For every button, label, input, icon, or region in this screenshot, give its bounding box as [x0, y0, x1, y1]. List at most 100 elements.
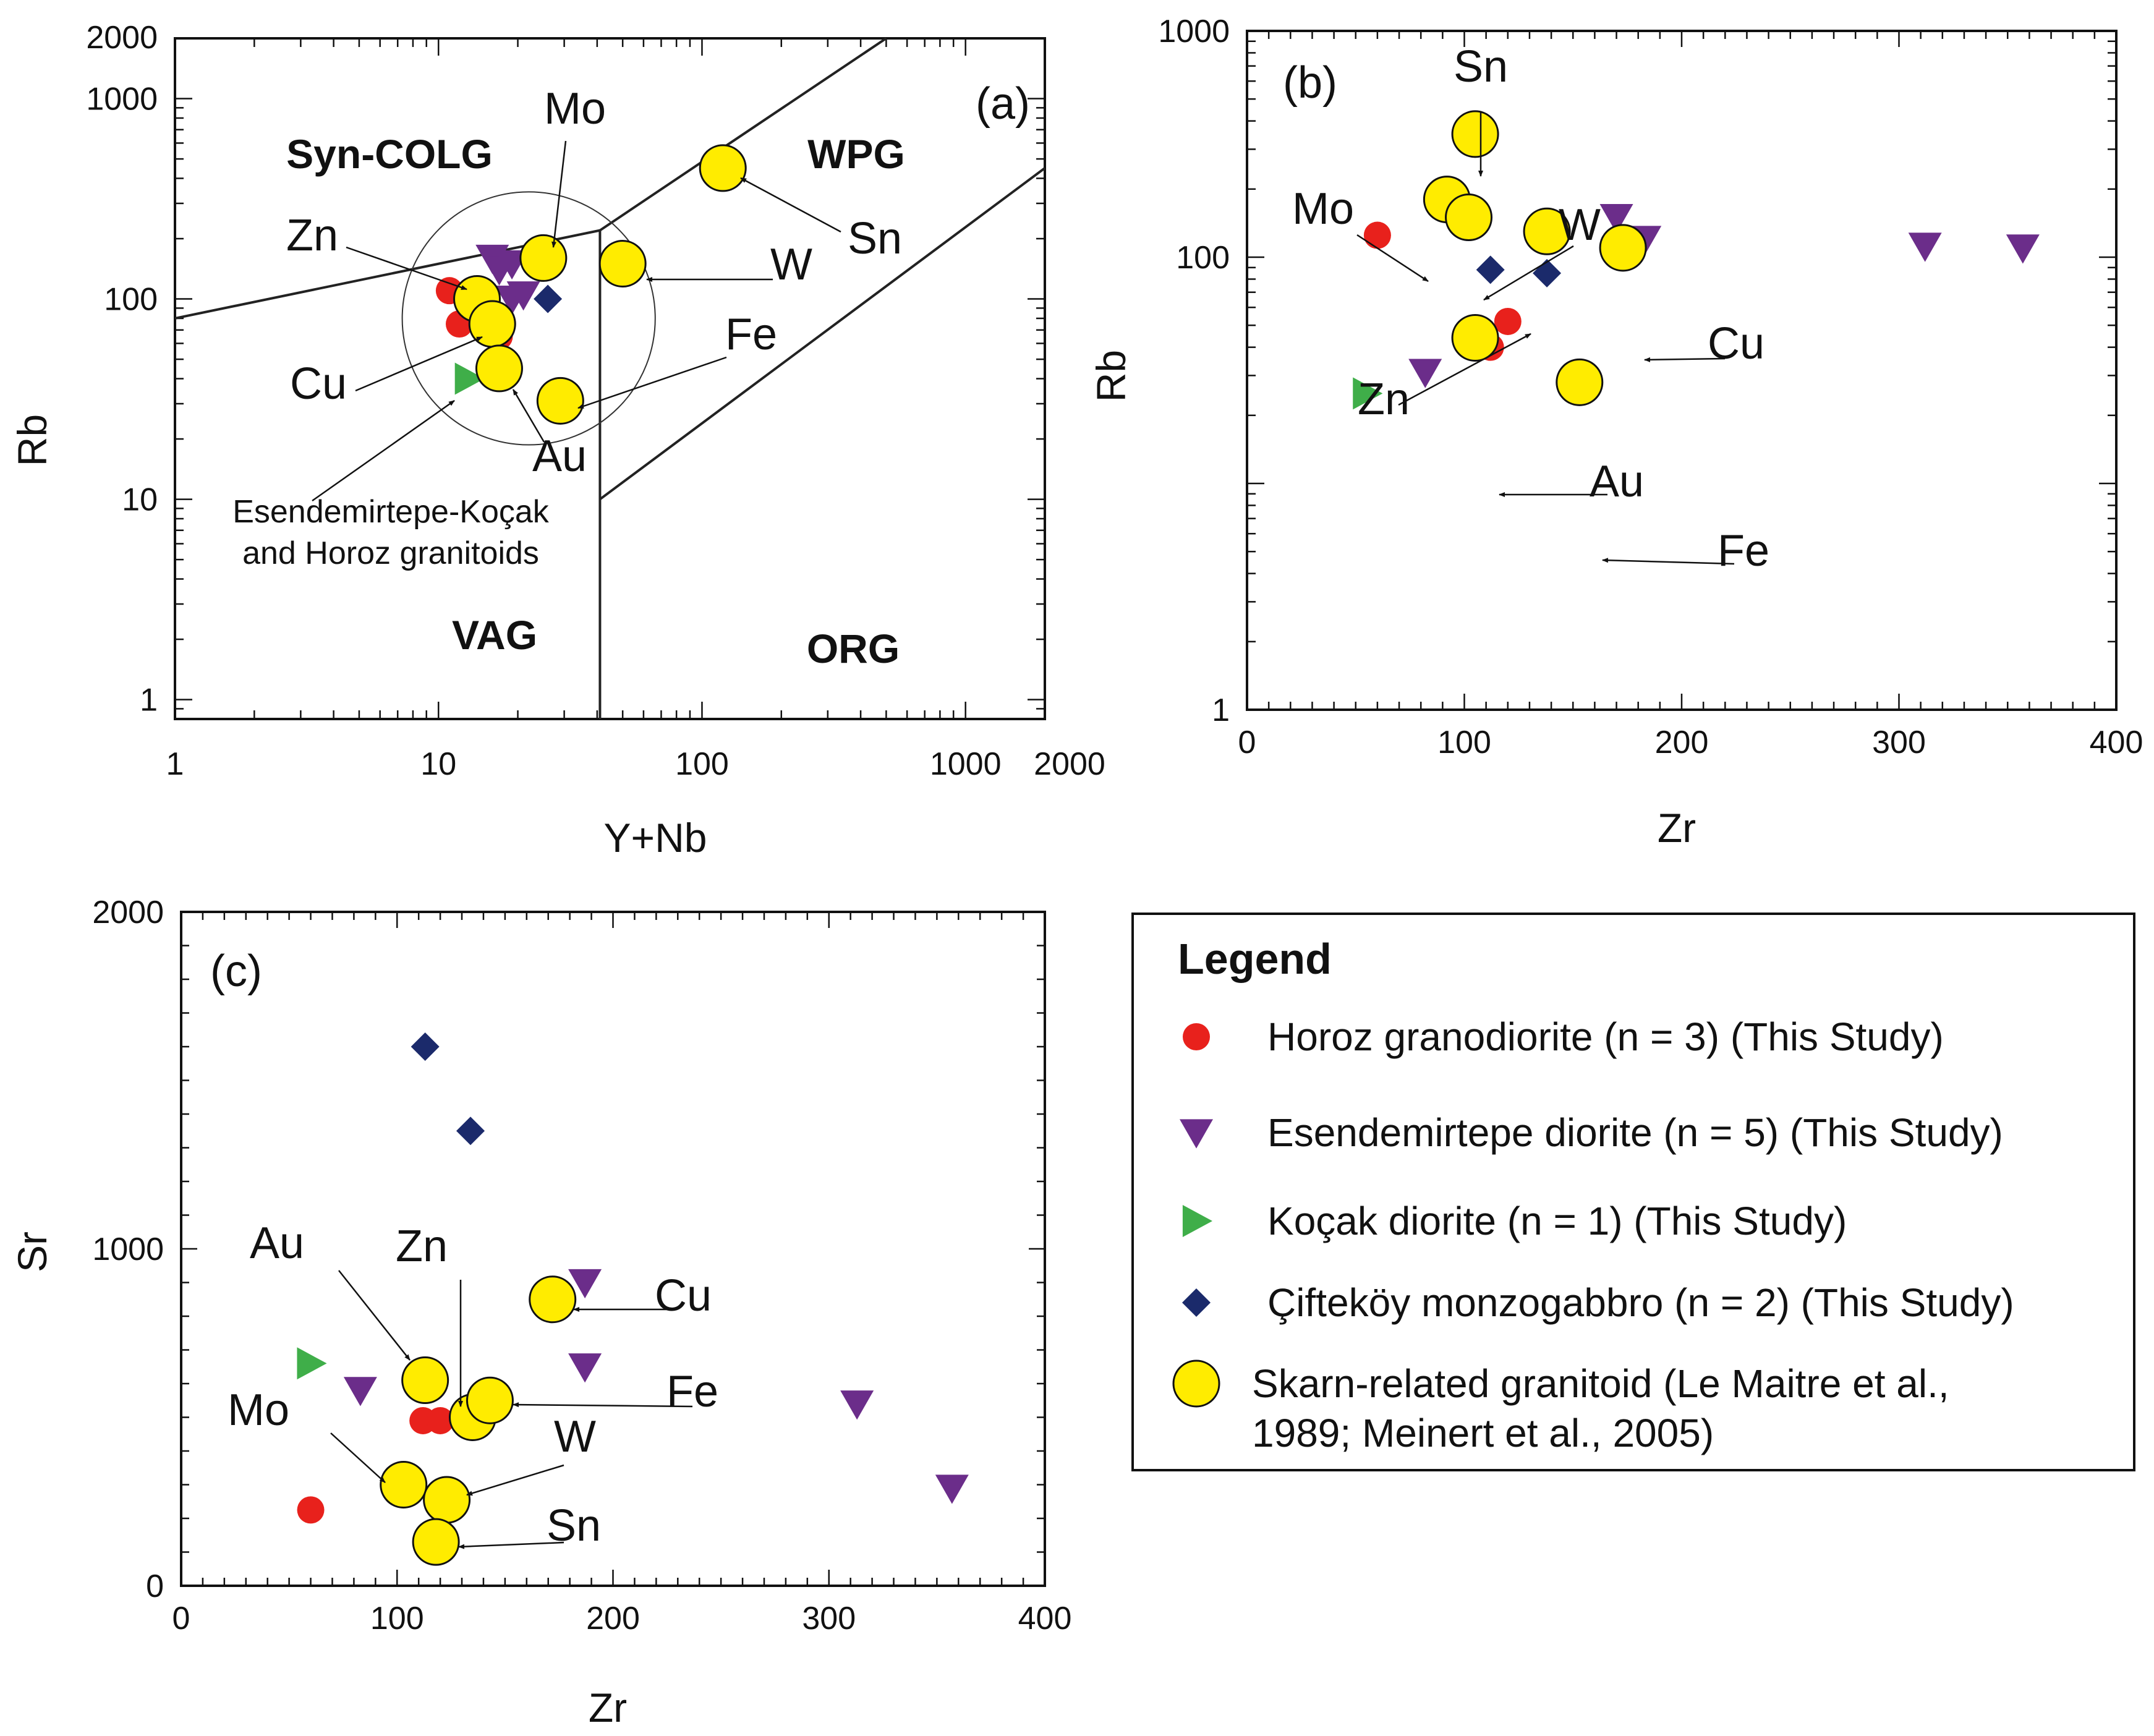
point-skarn	[1523, 207, 1571, 255]
x-tick-label: 1	[166, 746, 184, 782]
point-skarn	[598, 240, 647, 288]
point-horoz	[427, 1406, 454, 1434]
legend-marker-esendemirtepe	[1180, 1119, 1213, 1149]
annotation-arrow	[1644, 357, 1726, 362]
annotation-label-fe: Fe	[1718, 526, 1769, 576]
y-tick-label: 1	[1212, 692, 1230, 728]
point-esendemirtepe	[2006, 234, 2040, 264]
panel-label: (b)	[1283, 58, 1337, 108]
point-esendemirtepe	[568, 1269, 602, 1299]
point-ciftekoy	[534, 284, 563, 313]
x-axis-title: Zr	[1658, 805, 1696, 851]
point-kocak	[297, 1347, 327, 1380]
y-tick-label: 1	[140, 683, 158, 718]
field-label: Syn-COLG	[286, 131, 493, 177]
point-skarn	[529, 1275, 577, 1324]
x-tick-label: 100	[675, 746, 729, 782]
annotation-arrow	[330, 1432, 386, 1483]
field-label: ORG	[807, 626, 900, 671]
annotation-arrow	[1483, 245, 1574, 301]
y-axis-title: Sr	[9, 1232, 55, 1272]
annotation-label-w: W	[554, 1412, 596, 1462]
annotation-label-mo: Mo	[544, 84, 606, 134]
point-skarn	[380, 1461, 428, 1508]
point-skarn	[1451, 110, 1499, 158]
point-esendemirtepe	[506, 281, 540, 311]
annotation-label-cu: Cu	[1708, 319, 1764, 368]
group-circle	[401, 191, 656, 446]
point-skarn	[401, 1356, 449, 1405]
annotation-label-zn: Zn	[1358, 375, 1410, 424]
point-skarn	[1556, 358, 1604, 406]
legend-label: Çifteköy monzogabbro (n = 2) (This Study…	[1267, 1280, 2014, 1325]
field-label: WPG	[807, 131, 905, 177]
legend: Legend Horoz granodiorite (n = 3) (This S…	[1131, 913, 2135, 1471]
point-skarn	[1451, 313, 1499, 362]
annotation-arrow	[513, 1402, 693, 1408]
annotation-arrow	[458, 1541, 564, 1549]
point-skarn	[519, 234, 568, 282]
annotation-label-mo: Mo	[1292, 184, 1354, 234]
annotation-label-au: Au	[532, 432, 587, 481]
y-tick-label: 2000	[92, 895, 164, 930]
legend-item-ciftekoy: Çifteköy monzogabbro (n = 2) (This Study…	[1182, 1280, 2014, 1325]
point-ciftekoy	[1533, 258, 1562, 287]
y-tick-label: 2000	[86, 20, 158, 56]
x-tick-label: 0	[1238, 725, 1256, 760]
legend-item-skarn: Skarn-related granitoid (Le Maitre et al…	[1172, 1359, 1949, 1455]
point-esendemirtepe	[1408, 359, 1442, 388]
point-skarn	[1599, 224, 1647, 272]
y-tick-label: 0	[146, 1568, 164, 1604]
legend-label-line1: Skarn-related granitoid (Le Maitre et al…	[1252, 1361, 1949, 1406]
x-axis-title: Zr	[589, 1685, 627, 1730]
legend-label: Koçak diorite (n = 1) (This Study)	[1267, 1199, 1847, 1243]
annotation-arrow	[355, 336, 483, 392]
legend-item-kocak: Koçak diorite (n = 1) (This Study)	[1182, 1199, 1847, 1243]
legend-item-horoz: Horoz granodiorite (n = 3) (This Study)	[1183, 1015, 1944, 1059]
x-tick-label: 1000	[930, 746, 1002, 782]
annotation-arrow	[740, 177, 841, 233]
annotation-label-cu: Cu	[655, 1271, 712, 1321]
annotation-label-sn: Sn	[547, 1501, 601, 1551]
group-note-line2: and Horoz granitoids	[242, 535, 539, 571]
annotation-label-sn: Sn	[848, 214, 902, 263]
x-tick-label: 100	[1437, 725, 1491, 760]
x-tick-label: 200	[586, 1601, 640, 1636]
annotation-arrow	[1602, 558, 1735, 565]
annotation-label-mo: Mo	[228, 1385, 289, 1435]
point-ciftekoy	[411, 1032, 440, 1061]
x-tick-label: 400	[2090, 725, 2143, 760]
annotation-label-au: Au	[250, 1219, 304, 1268]
y-axis-title: Rb	[9, 414, 55, 466]
annotation-label-sn: Sn	[1454, 42, 1508, 91]
y-tick-label: 1000	[1158, 14, 1230, 49]
point-ciftekoy	[456, 1117, 485, 1146]
x-axis-title: Y+Nb	[604, 815, 707, 861]
plot-frame	[180, 911, 1046, 1587]
legend-label: Esendemirtepe diorite (n = 5) (This Stud…	[1267, 1110, 2003, 1155]
legend-item-esendemirtepe: Esendemirtepe diorite (n = 5) (This Stud…	[1180, 1110, 2003, 1155]
annotation-arrow	[346, 246, 467, 291]
panel-label: (a)	[976, 79, 1030, 129]
point-esendemirtepe	[1908, 232, 1942, 262]
annotation-label-zn: Zn	[286, 211, 338, 260]
axis-ticks	[174, 37, 1046, 720]
y-tick-label: 100	[104, 282, 158, 318]
legend-label-line2: 1989; Meinert et al., 2005)	[1252, 1411, 1714, 1455]
y-tick-label: 1000	[92, 1232, 164, 1267]
annotation-arrow	[512, 389, 545, 443]
point-esendemirtepe	[1599, 203, 1633, 234]
legend-box	[1131, 913, 2135, 1471]
legend-marker-horoz	[1183, 1023, 1210, 1050]
annotation-arrow	[1356, 234, 1429, 283]
x-tick-label: 400	[1018, 1601, 1072, 1636]
axis-ticks	[1246, 30, 2118, 711]
point-skarn	[699, 144, 747, 192]
point-skarn	[423, 1476, 471, 1524]
chart-panel-c: 0 100 200 300 400 0 1000 2000 Zr Sr (c) Cu Au Zn Fe Mo W…	[9, 895, 1071, 1730]
point-horoz	[1363, 221, 1391, 249]
legend-marker-ciftekoy	[1182, 1288, 1211, 1317]
annotation-label-zn: Zn	[396, 1222, 448, 1271]
chart-panel-b: 0 100 200 300 400 1 100 1000 Zr Rb (b) Sn Mo W Zn Cu Au F…	[1088, 14, 2143, 851]
